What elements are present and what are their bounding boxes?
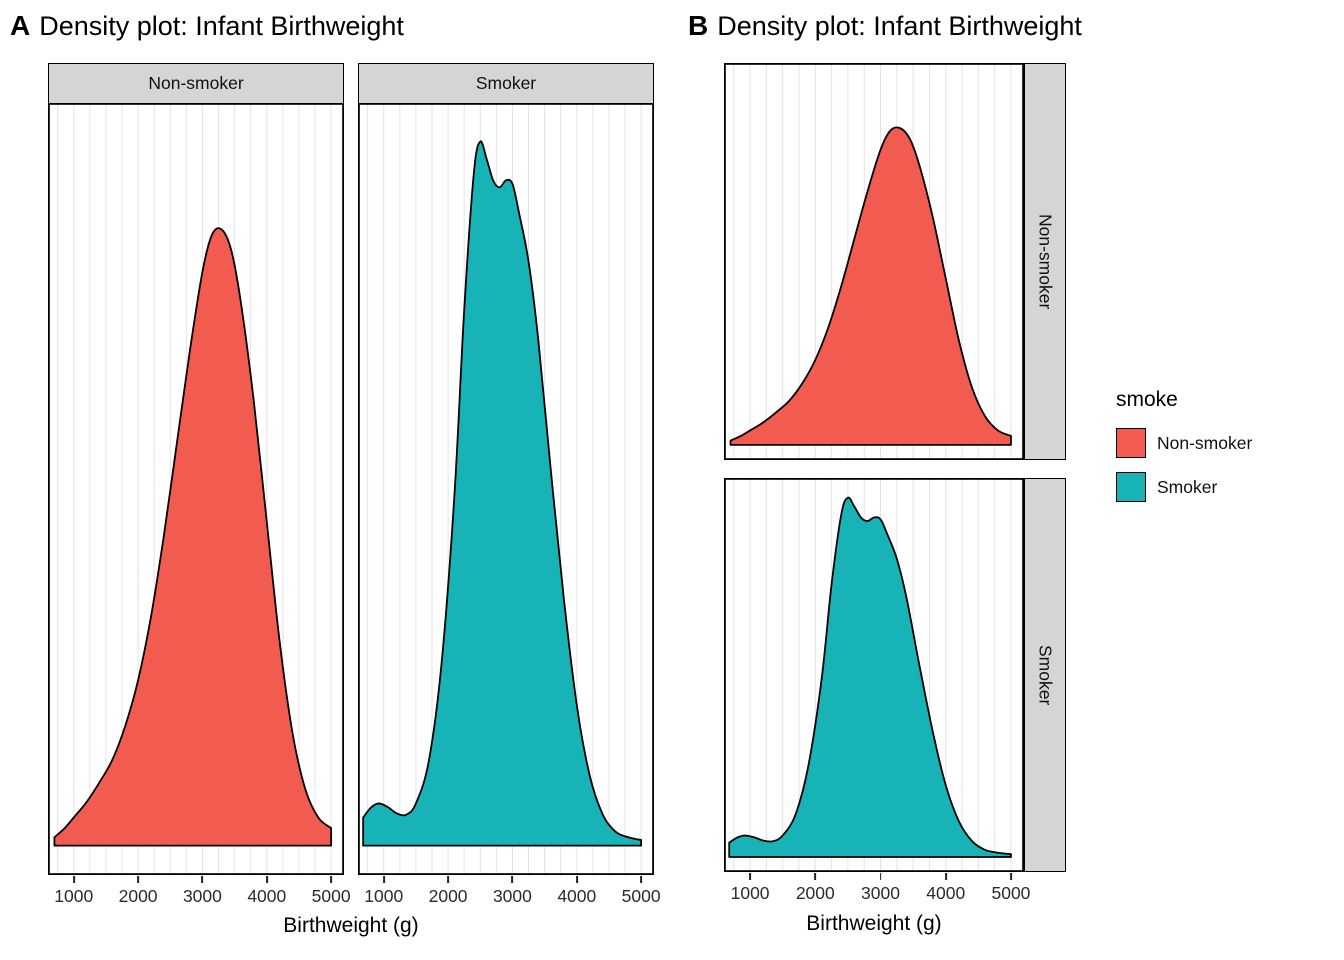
- x-tick-label: 2000: [118, 886, 158, 906]
- x-tick-label: 1000: [54, 886, 94, 906]
- facet-strip-b-nonsmoker: Non-smoker: [1024, 63, 1066, 460]
- legend-label-smoker: Smoker: [1157, 476, 1218, 497]
- x-tick-mark: [137, 876, 139, 883]
- x-tick-mark: [382, 876, 385, 883]
- facet-strip-a-smoker: Smoker: [358, 63, 654, 104]
- x-tick-label: 3000: [492, 886, 532, 906]
- x-tick-label: 4000: [926, 883, 966, 903]
- x-tick-label: 1000: [730, 883, 770, 903]
- x-tick-mark: [72, 876, 75, 883]
- panel-a-title: A Density plot: Infant Birthweight: [10, 10, 404, 42]
- facet-strip-a-nonsmoker: Non-smoker: [48, 63, 344, 104]
- legend-swatch-smoker: [1116, 472, 1146, 502]
- legend-key-nonsmoker: Non-smoker: [1116, 428, 1252, 458]
- x-axis-title-b: Birthweight (g): [806, 912, 942, 935]
- x-tick-label: 5000: [991, 883, 1031, 903]
- x-tick-mark: [201, 876, 204, 883]
- x-tick-label: 4000: [247, 886, 287, 906]
- x-tick-label: 2000: [795, 883, 835, 903]
- x-tick-mark: [879, 873, 882, 880]
- facet-strip-a-nonsmoker-label: Non-smoker: [148, 73, 244, 93]
- facet-strip-a-smoker-label: Smoker: [475, 73, 537, 93]
- legend: smoke Non-smoker Smoker: [1116, 388, 1252, 516]
- facet-strip-b-smoker: Smoker: [1024, 478, 1066, 872]
- x-tick-mark: [749, 873, 751, 880]
- x-tick-mark: [511, 876, 514, 883]
- x-tick-label: 1000: [364, 886, 404, 906]
- panel-a-tag: A: [10, 10, 31, 41]
- legend-label-nonsmoker: Non-smoker: [1157, 432, 1253, 453]
- panel-b-title-text: Density plot: Infant Birthweight: [717, 11, 1082, 41]
- panel-b-title: B Density plot: Infant Birthweight: [688, 10, 1082, 42]
- x-tick-mark: [447, 876, 449, 883]
- x-tick-mark: [1010, 873, 1012, 880]
- density-plot-a-nonsmoker: [48, 103, 344, 875]
- x-tick-label: 5000: [621, 886, 661, 906]
- panel-a-title-text: Density plot: Infant Birthweight: [39, 11, 404, 41]
- panel-b-tag: B: [688, 10, 709, 41]
- x-axis-b: 1000 2000 3000 4000 5000: [724, 873, 1030, 907]
- legend-key-smoker: Smoker: [1116, 472, 1252, 502]
- x-axis-title-a: Birthweight (g): [283, 914, 419, 937]
- x-tick-label: 3000: [182, 886, 222, 906]
- facet-strip-b-smoker-label: Smoker: [1035, 644, 1056, 706]
- x-tick-mark: [944, 873, 947, 880]
- x-tick-label: 3000: [861, 883, 900, 903]
- facet-strip-b-nonsmoker-label: Non-smoker: [1035, 213, 1056, 310]
- x-tick-mark: [640, 876, 643, 883]
- x-tick-label: 5000: [311, 886, 351, 906]
- legend-swatch-nonsmoker: [1116, 428, 1146, 458]
- density-plot-a-smoker: [358, 103, 654, 875]
- x-tick-mark: [330, 876, 333, 883]
- x-tick-mark: [265, 876, 268, 883]
- x-tick-label: 4000: [557, 886, 597, 906]
- density-plot-b-nonsmoker: [724, 63, 1024, 460]
- x-tick-mark: [814, 873, 817, 880]
- x-axis-a-smoker: 1000 2000 3000 4000 5000: [358, 876, 661, 910]
- x-axis-a-nonsmoker: 1000 2000 3000 4000 5000: [48, 876, 351, 910]
- density-plot-b-smoker: [724, 478, 1024, 872]
- x-tick-label: 2000: [428, 886, 468, 906]
- x-tick-mark: [575, 876, 578, 883]
- legend-title: smoke: [1116, 388, 1178, 411]
